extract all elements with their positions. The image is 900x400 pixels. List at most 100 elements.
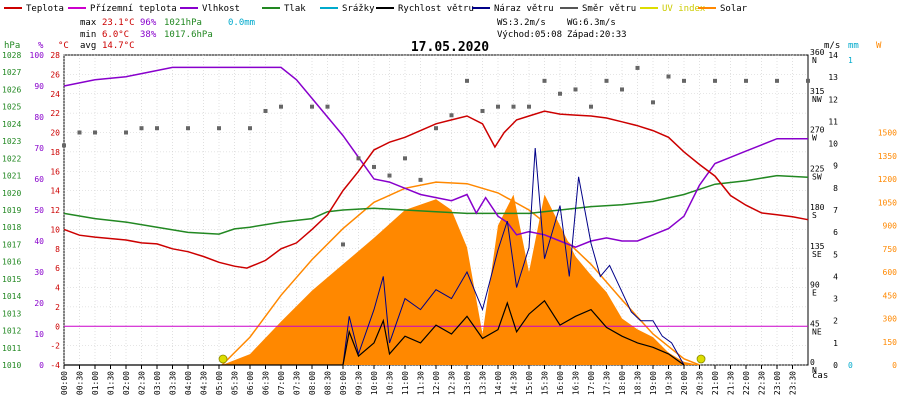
wind-dir-point (496, 104, 500, 109)
wind-dir-point (434, 126, 438, 131)
wind-dir-point (124, 130, 128, 135)
wind-speed-tick-label: 14 (828, 51, 838, 60)
wind-dir-point (589, 104, 593, 109)
legend-label: Teplota (26, 4, 64, 14)
pressure-tick-label: 1014 (2, 292, 21, 301)
legend-label: Směr větru (582, 4, 636, 14)
x-tick-label: 11:00 (401, 371, 410, 395)
solar-tick-label: 900 (883, 222, 898, 231)
x-tick-label: 08:30 (324, 371, 333, 395)
wind-dir-point (93, 130, 97, 135)
solar-tick-label: 600 (883, 268, 898, 277)
x-tick-label: 12:30 (448, 371, 457, 395)
wind-dir-point (604, 78, 609, 83)
x-tick-label: 14:30 (510, 371, 519, 395)
legend-label: Tlak (284, 4, 306, 14)
x-tick-label: 17:00 (587, 371, 596, 395)
legend-label: Solar (720, 4, 748, 14)
solar-tick-label: 1050 (878, 198, 897, 207)
wind-speed-tick-label: 10 (828, 140, 838, 149)
x-tick-label: 21:00 (711, 371, 720, 395)
x-tick-label: 23:30 (789, 371, 798, 395)
wind-dir-deg-label: 180 (810, 203, 825, 212)
wind-dir-point (263, 108, 268, 113)
x-tick-label: 23:00 (773, 371, 782, 395)
wind-dir-label: NW (812, 95, 822, 104)
wind-dir-point (77, 130, 82, 135)
unit-mm: mm (848, 41, 859, 51)
line-series (62, 65, 810, 366)
axes: 00:00 00:30 01:00 01:30 02:00 02:30 03:00 03:30… (2, 48, 897, 395)
pressure-tick-label: 1028 (2, 51, 21, 60)
pressure-tick-label: 1010 (2, 361, 21, 370)
sun-marker (696, 354, 706, 364)
x-tick-label: 09:30 (355, 371, 364, 395)
wind-dir-label: N (812, 56, 817, 65)
pressure-tick-label: 1019 (2, 206, 21, 215)
wind-dir-point (325, 104, 330, 109)
x-tick-label: 10:30 (386, 371, 395, 395)
pressure-tick-label: 1024 (2, 120, 21, 129)
humidity-tick-label: 100 (30, 51, 45, 60)
x-tick-label: 18:30 (634, 371, 643, 395)
temp-tick-label: 12 (50, 206, 60, 215)
sunrise-time: Východ:05:08 (497, 30, 562, 40)
stat-min-press: 1017.6hPa (164, 30, 213, 40)
legend-label: Přízemní teplota (90, 4, 177, 14)
wind-speed-tick-label: 5 (833, 250, 838, 259)
x-tick-label: 15:30 (541, 371, 550, 395)
x-tick-label: 10:00 (370, 371, 379, 395)
wind-dir-point (682, 78, 686, 83)
solar-tick-label: 1350 (878, 152, 897, 161)
x-tick-label: 20:00 (680, 371, 689, 395)
wind-dir-point (527, 104, 531, 109)
wind-dir-point (651, 100, 655, 105)
wind-dir-point (387, 173, 392, 178)
x-tick-label: 14:00 (494, 371, 503, 395)
wind-wg: WG:6.3m/s (567, 18, 616, 28)
solar-tick-label: 300 (883, 315, 898, 324)
pressure-tick-label: 1021 (2, 172, 21, 181)
wind-gust-line (64, 147, 685, 366)
pressure-tick-label: 1026 (2, 85, 21, 94)
wind-dir-point (139, 126, 144, 131)
solar-tick-label: 150 (883, 338, 898, 347)
x-tick-label: 20:30 (696, 371, 705, 395)
wind-dir-point (155, 126, 159, 131)
humidity-tick-label: 60 (34, 175, 44, 184)
wind-dir-point (775, 78, 779, 83)
chart-title: 17.05.2020 (411, 40, 489, 55)
x-tick-label: 22:30 (758, 371, 767, 395)
x-tick-label: 19:30 (665, 371, 674, 395)
stat-min-label: min (80, 30, 96, 40)
x-tick-label: 05:00 (215, 371, 224, 395)
x-tick-label: 07:00 (277, 371, 286, 395)
solar-series (221, 181, 700, 366)
rain-tick-label: 1 (848, 56, 853, 65)
pressure-tick-label: 1022 (2, 154, 21, 163)
humidity-tick-label: 20 (34, 299, 44, 308)
stat-avg-label: avg (80, 41, 96, 51)
wind-dir-point (542, 78, 547, 83)
wind-dir-point (341, 242, 345, 247)
x-tick-label: 22:00 (742, 371, 751, 395)
wind-speed-tick-label: 9 (833, 162, 838, 171)
unit-deg: °C (58, 41, 69, 51)
stat-max-rain: 0.0mm (228, 18, 255, 28)
x-tick-label: 15:00 (525, 371, 534, 395)
wind-dir-point (620, 87, 624, 92)
wind-dir-deg-label: 45 (810, 319, 820, 328)
x-tick-label: 17:30 (603, 371, 612, 395)
wind-dir-label: NE (812, 327, 822, 336)
wind-dir-point (217, 126, 221, 131)
wind-dir-point (279, 104, 283, 109)
pressure-tick-label: 1011 (2, 344, 21, 353)
wind-speed-tick-label: 8 (833, 184, 838, 193)
pressure-tick-label: 1025 (2, 103, 21, 112)
wind-dir-point (62, 143, 66, 148)
solar-tick-label: 0 (892, 361, 897, 370)
x-tick-label: 07:30 (293, 371, 302, 395)
temp-tick-label: 6 (55, 264, 60, 273)
